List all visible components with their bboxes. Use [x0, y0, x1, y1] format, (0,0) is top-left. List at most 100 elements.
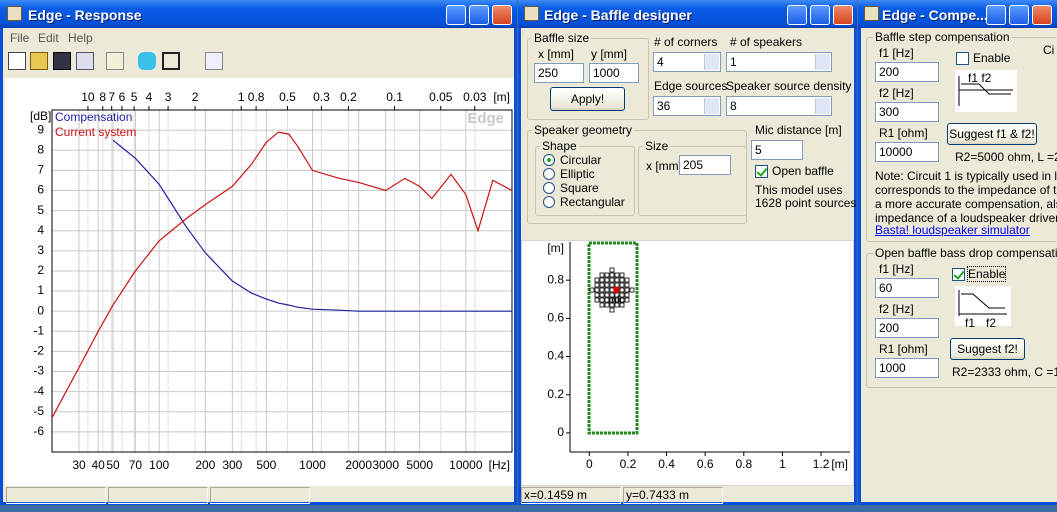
- x-tick-label: 500: [256, 458, 276, 472]
- field-label: f1 [Hz]: [879, 262, 914, 276]
- apply-button[interactable]: Apply!: [550, 87, 625, 111]
- minimize-button[interactable]: [787, 5, 807, 25]
- copy-button[interactable]: [76, 52, 94, 70]
- maximize-button[interactable]: [810, 5, 830, 25]
- status-panel: [623, 487, 723, 504]
- x2-tick-label: 0.2: [340, 90, 357, 104]
- radio[interactable]: [543, 168, 555, 180]
- field-label: R1 [ohm]: [879, 342, 928, 356]
- text-input[interactable]: 250: [534, 63, 584, 83]
- point-source: [604, 302, 610, 308]
- group-label: Size: [643, 139, 671, 153]
- new-button[interactable]: [8, 52, 26, 70]
- point-source: [604, 297, 610, 303]
- text-input[interactable]: 205: [679, 155, 731, 175]
- field-label: x [mm]: [538, 47, 574, 61]
- x-tick-label: 10000: [449, 458, 483, 472]
- diagram-label: f2: [986, 316, 997, 330]
- checkbox[interactable]: [952, 268, 965, 281]
- x-tick-label: 0.6: [697, 457, 714, 471]
- x-tick-label: 0: [586, 457, 593, 471]
- select[interactable]: 4: [653, 52, 721, 72]
- x-unit: [Hz]: [489, 458, 510, 472]
- mic-point: [613, 286, 620, 293]
- group-label: Speaker geometry: [532, 123, 635, 137]
- text-input[interactable]: 5: [751, 140, 803, 160]
- menu-item[interactable]: Help: [68, 31, 93, 45]
- menu-item[interactable]: Edit: [38, 31, 59, 45]
- point-source: [619, 277, 625, 283]
- legend-entry: Compensation: [55, 110, 132, 124]
- point-source: [599, 292, 605, 298]
- point-source: [599, 277, 605, 283]
- radio[interactable]: [543, 182, 555, 194]
- legend-entry: Current system: [55, 125, 136, 139]
- point-source: [594, 297, 600, 303]
- y-tick-label: -4: [33, 384, 44, 398]
- delete-button[interactable]: [162, 52, 180, 70]
- series-line: [112, 139, 512, 312]
- checkbox[interactable]: [956, 52, 969, 65]
- speaker-button[interactable]: [138, 52, 156, 70]
- close-button[interactable]: [833, 5, 853, 25]
- point-source: [619, 287, 625, 293]
- point-source: [594, 277, 600, 283]
- point-source: [624, 277, 630, 283]
- point-source: [594, 282, 600, 288]
- text-input[interactable]: 10000: [875, 142, 939, 162]
- link[interactable]: Basta! loudspeaker simulator: [875, 223, 1030, 237]
- note-text: This model uses: [755, 183, 843, 197]
- x-tick-label: 70: [129, 458, 143, 472]
- point-source: [614, 277, 620, 283]
- point-source: [604, 277, 610, 283]
- text-input[interactable]: 60: [875, 278, 939, 298]
- point-source: [609, 297, 615, 303]
- suggest-button[interactable]: Suggest f1 & f2!: [947, 123, 1037, 145]
- open-button[interactable]: [30, 52, 48, 70]
- maximize-button[interactable]: [1009, 5, 1029, 25]
- group-label: Baffle step compensation: [873, 30, 1012, 44]
- field-label: x [mm]: [646, 159, 682, 173]
- field-label: f2 [Hz]: [879, 302, 914, 316]
- app-icon: [524, 6, 539, 21]
- diagram-label: f1: [965, 316, 976, 330]
- close-button[interactable]: [492, 5, 512, 25]
- point-source: [609, 277, 615, 283]
- minimize-button[interactable]: [446, 5, 466, 25]
- text-input[interactable]: 1000: [875, 358, 939, 378]
- pen-button[interactable]: [106, 52, 124, 70]
- note-text: Note: Circuit 1 is typically used in lou…: [875, 169, 1057, 183]
- select[interactable]: 1: [726, 52, 832, 72]
- menu-item[interactable]: File: [10, 31, 30, 45]
- radio[interactable]: [543, 154, 555, 166]
- point-source: [599, 272, 605, 278]
- suggest-button[interactable]: Suggest f2!: [950, 338, 1025, 360]
- point-source: [629, 287, 635, 293]
- x-tick-label: 300: [222, 458, 242, 472]
- text-input[interactable]: 1000: [589, 63, 639, 83]
- minimize-button[interactable]: [986, 5, 1006, 25]
- close-button[interactable]: [1032, 5, 1052, 25]
- text-input[interactable]: 200: [875, 318, 939, 338]
- app-icon: [7, 6, 22, 21]
- checkbox[interactable]: [755, 165, 768, 178]
- y-tick-label: 7: [37, 163, 44, 177]
- phase-button[interactable]: [205, 52, 223, 70]
- maximize-button[interactable]: [469, 5, 489, 25]
- select[interactable]: 36: [653, 96, 721, 116]
- text-input[interactable]: 200: [875, 62, 939, 82]
- filter-diagram: [955, 286, 1011, 326]
- save-button[interactable]: [53, 52, 71, 70]
- status-panel: [6, 487, 106, 504]
- radio[interactable]: [543, 196, 555, 208]
- x2-tick-label: 0.03: [463, 90, 487, 104]
- point-source: [619, 282, 625, 288]
- x-tick-label: 50: [106, 458, 120, 472]
- radio-label: Rectangular: [560, 195, 625, 209]
- x2-tick-label: 0.8: [248, 90, 265, 104]
- x2-tick-label: 7: [108, 90, 115, 104]
- note-text: impedance of a loudspeaker driver, try: [875, 211, 1057, 225]
- point-source: [624, 292, 630, 298]
- select[interactable]: 8: [726, 96, 832, 116]
- text-input[interactable]: 300: [875, 102, 939, 122]
